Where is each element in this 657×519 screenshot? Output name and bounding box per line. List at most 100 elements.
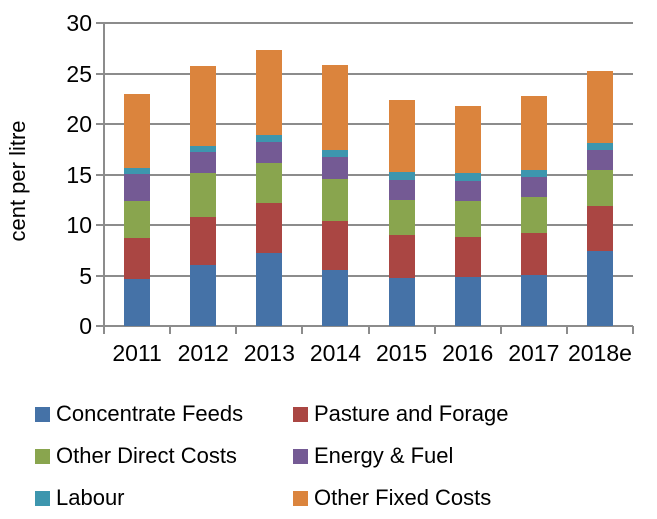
- x-axis-tick-1: [169, 326, 172, 334]
- bar-segment-2013-concentrate-feeds: [256, 253, 283, 326]
- bar-segment-2016-other-direct-costs: [454, 200, 481, 238]
- bar-segment-2017-energy-fuel: [520, 176, 547, 197]
- bar-segment-2016-other-fixed-costs: [454, 105, 481, 174]
- x-tick-label-2017: 2017: [508, 340, 560, 366]
- bar-segment-2015-energy-fuel: [388, 179, 415, 200]
- bar-2015: [388, 99, 415, 326]
- bar-segment-2012-energy-fuel: [190, 152, 217, 174]
- y-tick-label-15: 15: [66, 161, 92, 188]
- bar-segment-2014-pasture-and-forage: [322, 220, 349, 271]
- x-tick-label-2018e: 2018e: [567, 340, 632, 366]
- bar-segment-2014-energy-fuel: [322, 157, 349, 179]
- bar-2011: [124, 93, 151, 326]
- legend-marker-icon: [35, 490, 50, 506]
- legend-marker-icon: [35, 448, 50, 464]
- bar-segment-2014-labour: [322, 150, 349, 158]
- y-tick-label-25: 25: [66, 60, 92, 87]
- bar-segment-2013-pasture-and-forage: [256, 202, 283, 254]
- bar-segment-2018e-other-fixed-costs: [586, 71, 613, 144]
- bar-segment-2016-concentrate-feeds: [454, 277, 481, 326]
- legend-marker-icon: [35, 406, 50, 422]
- bar-2014: [322, 65, 349, 326]
- y-tick-label-20: 20: [66, 111, 92, 137]
- bar-segment-2011-energy-fuel: [124, 174, 151, 201]
- bar-segment-2013-other-direct-costs: [256, 163, 283, 203]
- bar-segment-2011-pasture-and-forage: [124, 238, 151, 280]
- bar-segment-2012-labour: [190, 146, 217, 153]
- x-tick-label-2011: 2011: [112, 340, 162, 366]
- bar-segment-2018e-labour: [586, 143, 613, 151]
- legend-marker-icon: [293, 448, 308, 464]
- bar-segment-2012-other-fixed-costs: [190, 66, 217, 147]
- legend-marker-icon: [293, 406, 308, 422]
- y-axis-tick-5: [96, 274, 104, 277]
- bar-segment-2013-other-fixed-costs: [256, 50, 283, 136]
- x-tick-label-2014: 2014: [309, 340, 362, 366]
- bar-segment-2011-other-direct-costs: [124, 200, 151, 239]
- bar-segment-2018e-concentrate-feeds: [586, 251, 613, 326]
- legend-item-other-fixed-costs: Other Fixed Costs: [293, 485, 491, 511]
- bar-segment-2015-other-direct-costs: [388, 199, 415, 236]
- bar-segment-2015-other-fixed-costs: [388, 99, 415, 173]
- legend-item-labour: Labour: [35, 485, 125, 511]
- x-axis-tick-2: [235, 326, 238, 334]
- y-axis-title: cent per litre: [5, 120, 30, 242]
- bar-segment-2012-concentrate-feeds: [190, 265, 217, 326]
- bar-2018e: [586, 71, 613, 326]
- bar-segment-2011-other-fixed-costs: [124, 93, 151, 169]
- bar-segment-2013-energy-fuel: [256, 142, 283, 164]
- bar-2012: [190, 66, 217, 326]
- y-tick-label-10: 10: [66, 212, 92, 238]
- bar-segment-2016-labour: [454, 173, 481, 181]
- bar-segment-2017-labour: [520, 170, 547, 177]
- legend-label: Pasture and Forage: [314, 401, 509, 426]
- bar-2016: [454, 105, 481, 326]
- y-axis-tick-10: [96, 224, 104, 226]
- x-tick-label-2012: 2012: [177, 340, 229, 366]
- x-axis-tick-0: [103, 326, 105, 334]
- x-tick-label-2013: 2013: [243, 340, 295, 366]
- x-axis-tick-5: [433, 326, 436, 334]
- bar-segment-2014-concentrate-feeds: [322, 270, 349, 326]
- y-axis-tick-25: [96, 72, 104, 75]
- legend-label: Labour: [56, 485, 125, 510]
- bar-2017: [520, 95, 547, 326]
- bar-segment-2016-pasture-and-forage: [454, 237, 481, 278]
- bar-segment-2018e-pasture-and-forage: [586, 205, 613, 252]
- gridline-25: [104, 72, 633, 75]
- legend-marker-icon: [293, 490, 308, 506]
- bar-segment-2018e-other-direct-costs: [586, 170, 613, 206]
- y-tick-label-0: 0: [79, 313, 92, 339]
- y-axis-line: [103, 23, 105, 328]
- legend-item-other-direct-costs: Other Direct Costs: [35, 443, 237, 469]
- x-tick-label-2016: 2016: [442, 340, 494, 366]
- y-axis-tick-30: [96, 22, 104, 24]
- y-tick-label-30: 30: [66, 10, 92, 36]
- y-axis-tick-20: [96, 123, 104, 125]
- x-tick-label-2015: 2015: [375, 340, 428, 366]
- gridline-5: [104, 274, 633, 277]
- y-axis-tick-0: [96, 325, 104, 327]
- bar-segment-2016-energy-fuel: [454, 180, 481, 201]
- gridline-10: [104, 224, 633, 226]
- bar-segment-2017-other-fixed-costs: [520, 95, 547, 171]
- gridline-20: [104, 123, 633, 125]
- bar-segment-2012-other-direct-costs: [190, 173, 217, 217]
- x-axis-tick-4: [367, 326, 370, 334]
- legend-label: Other Fixed Costs: [314, 485, 492, 510]
- y-tick-label-5: 5: [79, 262, 92, 289]
- bar-segment-2017-pasture-and-forage: [520, 233, 547, 276]
- bar-segment-2017-other-direct-costs: [520, 196, 547, 234]
- gridline-15: [104, 173, 633, 176]
- legend-label: Concentrate Feeds: [56, 401, 244, 426]
- legend-item-energy-fuel: Energy & Fuel: [293, 443, 453, 469]
- bar-segment-2017-concentrate-feeds: [520, 275, 547, 326]
- legend-label: Energy & Fuel: [314, 443, 454, 468]
- bar-segment-2013-labour: [256, 135, 283, 143]
- x-axis-tick-3: [301, 326, 304, 334]
- gridline-30: [104, 22, 633, 24]
- bar-2013: [256, 50, 283, 326]
- bar-segment-2015-labour: [388, 172, 415, 180]
- bar-segment-2015-concentrate-feeds: [388, 278, 415, 326]
